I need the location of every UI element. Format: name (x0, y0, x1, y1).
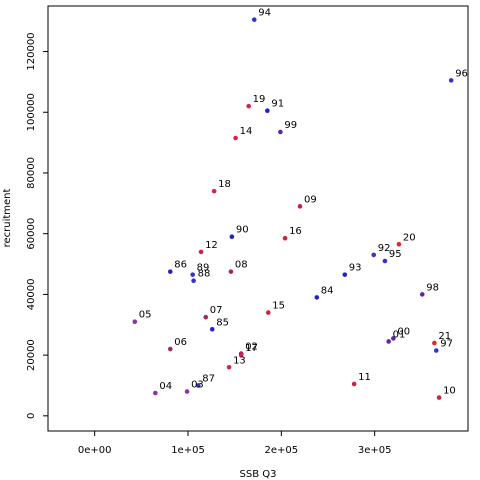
point-label: 90 (236, 225, 249, 236)
data-point (342, 272, 348, 277)
x-tick-label: 1e+05 (171, 445, 205, 456)
point-label: 16 (289, 226, 302, 237)
data-point (314, 295, 320, 300)
point-label: 04 (159, 381, 172, 392)
point-label: 92 (378, 243, 391, 254)
data-point (203, 314, 209, 320)
data-point (198, 249, 204, 255)
data-point (282, 235, 288, 241)
data-point (195, 383, 201, 388)
point-label: 02 (245, 342, 258, 353)
y-tick-label: 100000 (26, 93, 37, 131)
data-point (238, 352, 244, 358)
data-point (448, 78, 454, 83)
data-point (386, 339, 391, 344)
point-label: 85 (216, 317, 229, 328)
y-axis-label: recruitment (2, 189, 13, 248)
data-point (419, 292, 425, 297)
point-label: 18 (218, 179, 231, 190)
point-label: 14 (240, 126, 253, 137)
y-tick-label: 20000 (26, 339, 37, 371)
point-label: 91 (271, 99, 284, 110)
data-point (297, 204, 303, 209)
point-label: 95 (389, 249, 402, 260)
data-point (226, 364, 232, 370)
point-label: 96 (455, 68, 468, 79)
data-point (436, 395, 442, 400)
y-tick-label: 0 (26, 413, 37, 419)
point-label: 15 (272, 301, 285, 312)
data-point (209, 327, 215, 332)
point-label: 21 (438, 331, 451, 342)
data-point (228, 269, 234, 274)
point-label: 99 (284, 120, 297, 131)
data-point (396, 242, 402, 247)
point-label: 20 (403, 232, 416, 243)
point-label: 01 (393, 329, 406, 340)
point-label: 05 (139, 310, 152, 321)
data-point (371, 252, 377, 258)
x-tick-label: 2e+05 (265, 445, 299, 456)
data-point (229, 234, 235, 240)
data-point (278, 129, 283, 135)
point-label: 97 (440, 339, 453, 350)
data-point (132, 319, 138, 325)
data-point (167, 346, 173, 352)
data-point (265, 310, 271, 315)
data-point (191, 278, 196, 284)
point-label: 87 (202, 373, 215, 384)
data-point (246, 103, 251, 109)
x-axis: 0e+00 1e+05 2e+05 3e+05 (78, 431, 392, 456)
point-label: 17 (245, 343, 258, 354)
x-tick-label: 3e+05 (358, 445, 392, 456)
point-label: 03 (191, 380, 204, 391)
point-label: 11 (358, 372, 371, 383)
point-label: 88 (198, 269, 211, 280)
point-label: 06 (174, 337, 187, 348)
plot-frame (47, 5, 469, 432)
y-tick-label: 80000 (26, 157, 37, 189)
point-label: 12 (205, 240, 218, 251)
point-label: 08 (235, 260, 248, 271)
point-label: 19 (253, 94, 266, 105)
data-point (184, 389, 190, 394)
point-label: 13 (233, 355, 246, 366)
y-tick-label: 120000 (26, 32, 37, 70)
data-point (153, 390, 158, 396)
point-label: 10 (443, 386, 456, 397)
data-point (251, 17, 257, 22)
point-label: 07 (210, 305, 223, 316)
point-label: 09 (304, 194, 317, 205)
data-point (233, 135, 238, 141)
x-tick-label: 0e+00 (78, 445, 112, 456)
data-point (433, 348, 439, 353)
x-axis-label: SSB Q3 (240, 469, 277, 480)
data-point (351, 381, 357, 387)
point-label: 00 (397, 326, 410, 337)
data-point (265, 108, 270, 114)
data-point (382, 258, 388, 264)
data-point (190, 272, 195, 277)
point-label: 89 (197, 263, 210, 274)
y-tick-label: 60000 (26, 218, 37, 250)
point-label: 94 (258, 8, 271, 19)
point-label: 84 (321, 285, 334, 296)
y-axis: 0 20000 40000 60000 80000 100000 120000 (26, 32, 48, 419)
point-label: 86 (174, 260, 187, 271)
data-point (167, 269, 173, 274)
data-point (432, 340, 437, 346)
data-point (391, 336, 396, 341)
y-tick-label: 40000 (26, 278, 37, 310)
point-label: 98 (426, 282, 439, 293)
data-point (211, 188, 217, 194)
point-label: 93 (349, 263, 362, 274)
